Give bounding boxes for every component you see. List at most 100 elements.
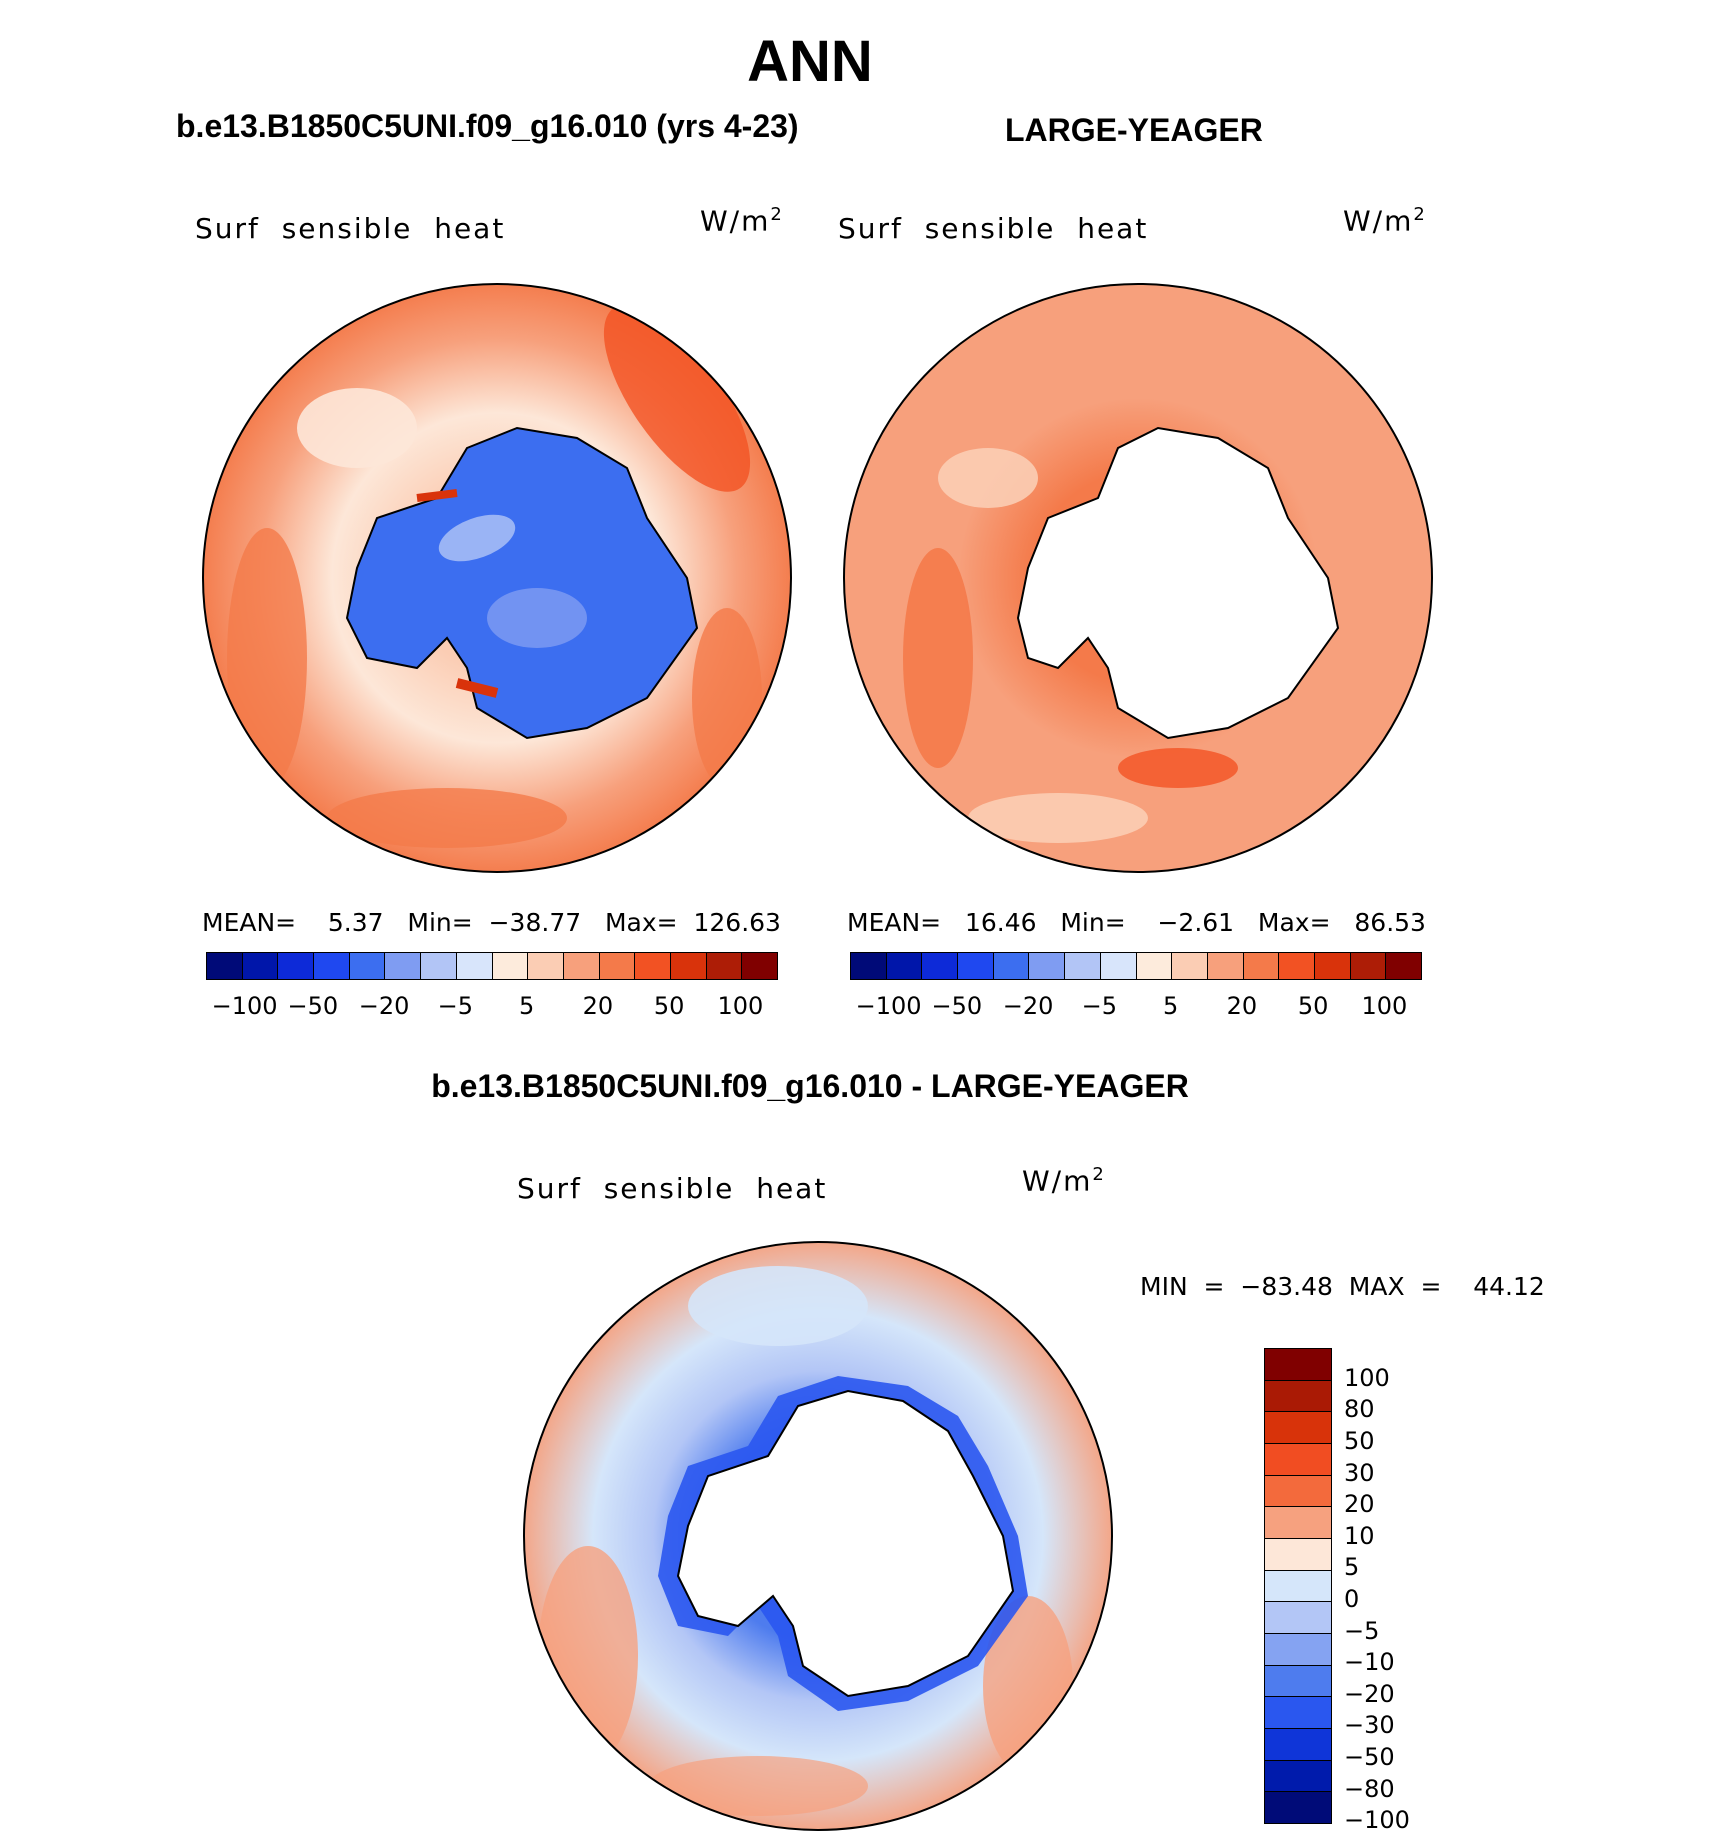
colorbar-swatch xyxy=(1064,953,1100,979)
colorbar-swatch xyxy=(634,953,670,979)
panel1-colorbar-ticks: −100 −50 −20 −5 5 20 50 100 xyxy=(206,992,776,1022)
colorbar-swatch xyxy=(1265,1601,1331,1634)
panel1-units-label: W/m2 xyxy=(700,204,784,238)
colorbar-tick-label: 20 xyxy=(582,992,614,1020)
colorbar-swatch xyxy=(1265,1728,1331,1760)
colorbar-tick-label: 50 xyxy=(1344,1427,1375,1455)
colorbar-tick-label: 5 xyxy=(1162,992,1179,1020)
colorbar-swatch xyxy=(1265,1759,1331,1792)
figure-title: ANN xyxy=(747,29,873,94)
colorbar-tick-label: 100 xyxy=(717,992,764,1020)
colorbar-swatch xyxy=(1265,1474,1331,1507)
panel2-variable-label: Surf sensible heat xyxy=(838,212,1149,245)
colorbar-swatch xyxy=(491,953,528,979)
colorbar-swatch xyxy=(598,953,635,979)
colorbar-swatch xyxy=(277,953,314,979)
colorbar-tick-label: 0 xyxy=(1344,1585,1360,1613)
colorbar-tick-label: −30 xyxy=(1344,1711,1395,1740)
colorbar-tick-label: −20 xyxy=(1344,1679,1395,1708)
colorbar-tick-label: 100 xyxy=(1361,992,1408,1020)
colorbar-swatch xyxy=(348,953,385,979)
colorbar-swatch xyxy=(705,953,742,979)
panel3-stats: MIN = −83.48 MAX = 44.12 xyxy=(1140,1272,1545,1301)
colorbar-swatch xyxy=(1028,953,1065,979)
colorbar-swatch xyxy=(207,953,242,979)
colorbar-tick-label: 10 xyxy=(1344,1521,1375,1550)
colorbar-swatch xyxy=(885,953,922,979)
colorbar-swatch xyxy=(562,953,599,979)
colorbar-tick-label: 20 xyxy=(1226,992,1258,1020)
colorbar-tick-label: 100 xyxy=(1344,1363,1390,1392)
colorbar-swatch xyxy=(1135,953,1172,979)
colorbar-tick-label: 50 xyxy=(653,992,685,1020)
colorbar-swatch xyxy=(1265,1696,1331,1729)
colorbar-swatch xyxy=(384,953,421,979)
colorbar-tick-label: −100 xyxy=(855,992,922,1020)
panel2-colorbar-ticks: −100 −50 −20 −5 5 20 50 100 xyxy=(850,992,1420,1022)
colorbar-swatch xyxy=(1171,953,1207,979)
colorbar-tick-label: −50 xyxy=(287,992,339,1020)
colorbar-tick-label: 5 xyxy=(518,992,535,1020)
colorbar-swatch xyxy=(1265,1569,1331,1602)
map-panel-2 xyxy=(843,283,1433,873)
panel3-variable-label: Surf sensible heat xyxy=(517,1172,828,1205)
colorbar-swatch xyxy=(1265,1443,1331,1475)
colorbar-swatch xyxy=(1313,953,1350,979)
colorbar-tick-label: −5 xyxy=(1344,1616,1380,1645)
colorbar-tick-label: 80 xyxy=(1344,1395,1375,1424)
colorbar-swatch xyxy=(1265,1349,1331,1380)
colorbar-swatch xyxy=(1206,953,1243,979)
panel3-colorbar-ticks: 100 80 50 30 20 10 5 0 −5 −10 −20 −30 −50 −80 −100 xyxy=(1344,1348,1454,1834)
colorbar-tick-label: −10 xyxy=(1344,1648,1395,1677)
colorbar-swatch xyxy=(1242,953,1279,979)
panel1-variable-label: Surf sensible heat xyxy=(195,212,506,245)
colorbar-swatch xyxy=(241,953,278,979)
panel3-units-label: W/m2 xyxy=(1022,1164,1106,1198)
colorbar-tick-label: −80 xyxy=(1344,1774,1395,1803)
colorbar-swatch xyxy=(420,953,456,979)
colorbar-tick-label: −50 xyxy=(1344,1743,1395,1771)
colorbar-tick-label: −5 xyxy=(1081,992,1118,1020)
panel1-stats: MEAN= 5.37 Min= −38.77 Max= 126.63 xyxy=(202,908,781,937)
colorbar-tick-label: −50 xyxy=(931,992,983,1020)
colorbar-swatch xyxy=(1099,953,1136,979)
colorbar-swatch xyxy=(669,953,706,979)
colorbar-tick-label: −20 xyxy=(358,992,410,1020)
panel1-colorbar xyxy=(206,952,778,980)
colorbar-tick-label: −100 xyxy=(211,992,278,1020)
case2-title: LARGE-YEAGER xyxy=(1005,112,1263,148)
panel3-colorbar xyxy=(1264,1348,1332,1824)
colorbar-swatch xyxy=(1265,1506,1331,1539)
colorbar-tick-label: 5 xyxy=(1344,1553,1360,1582)
colorbar-swatch xyxy=(957,953,993,979)
case1-title: b.e13.B1850C5UNI.f09_g16.010 (yrs 4-23) xyxy=(176,108,799,144)
colorbar-swatch xyxy=(992,953,1029,979)
map-panel-3 xyxy=(523,1241,1113,1831)
colorbar-swatch xyxy=(1265,1791,1331,1824)
diff-title: b.e13.B1850C5UNI.f09_g16.010 - LARGE-YEA… xyxy=(431,1068,1189,1104)
colorbar-tick-label: 20 xyxy=(1344,1490,1375,1519)
panel2-stats: MEAN= 16.46 Min= −2.61 Max= 86.53 xyxy=(847,908,1426,937)
colorbar-tick-label: −5 xyxy=(437,992,474,1020)
colorbar-swatch xyxy=(1385,953,1421,979)
colorbar-swatch xyxy=(313,953,349,979)
colorbar-swatch xyxy=(455,953,492,979)
panel2-colorbar xyxy=(850,952,1422,980)
colorbar-swatch xyxy=(1265,1411,1331,1444)
colorbar-tick-label: 30 xyxy=(1344,1458,1375,1487)
colorbar-swatch xyxy=(1265,1664,1331,1697)
colorbar-tick-label: −20 xyxy=(1002,992,1054,1020)
panel2-units-label: W/m2 xyxy=(1343,204,1427,238)
colorbar-swatch xyxy=(1278,953,1314,979)
colorbar-tick-label: −100 xyxy=(1344,1806,1410,1835)
colorbar-swatch xyxy=(1265,1538,1331,1570)
colorbar-swatch xyxy=(1349,953,1386,979)
colorbar-swatch xyxy=(1265,1633,1331,1665)
colorbar-swatch xyxy=(851,953,886,979)
colorbar-swatch xyxy=(527,953,563,979)
colorbar-swatch xyxy=(741,953,777,979)
colorbar-swatch xyxy=(921,953,958,979)
map-panel-1 xyxy=(202,283,792,873)
colorbar-tick-label: 50 xyxy=(1297,992,1329,1020)
colorbar-swatch xyxy=(1265,1379,1331,1412)
